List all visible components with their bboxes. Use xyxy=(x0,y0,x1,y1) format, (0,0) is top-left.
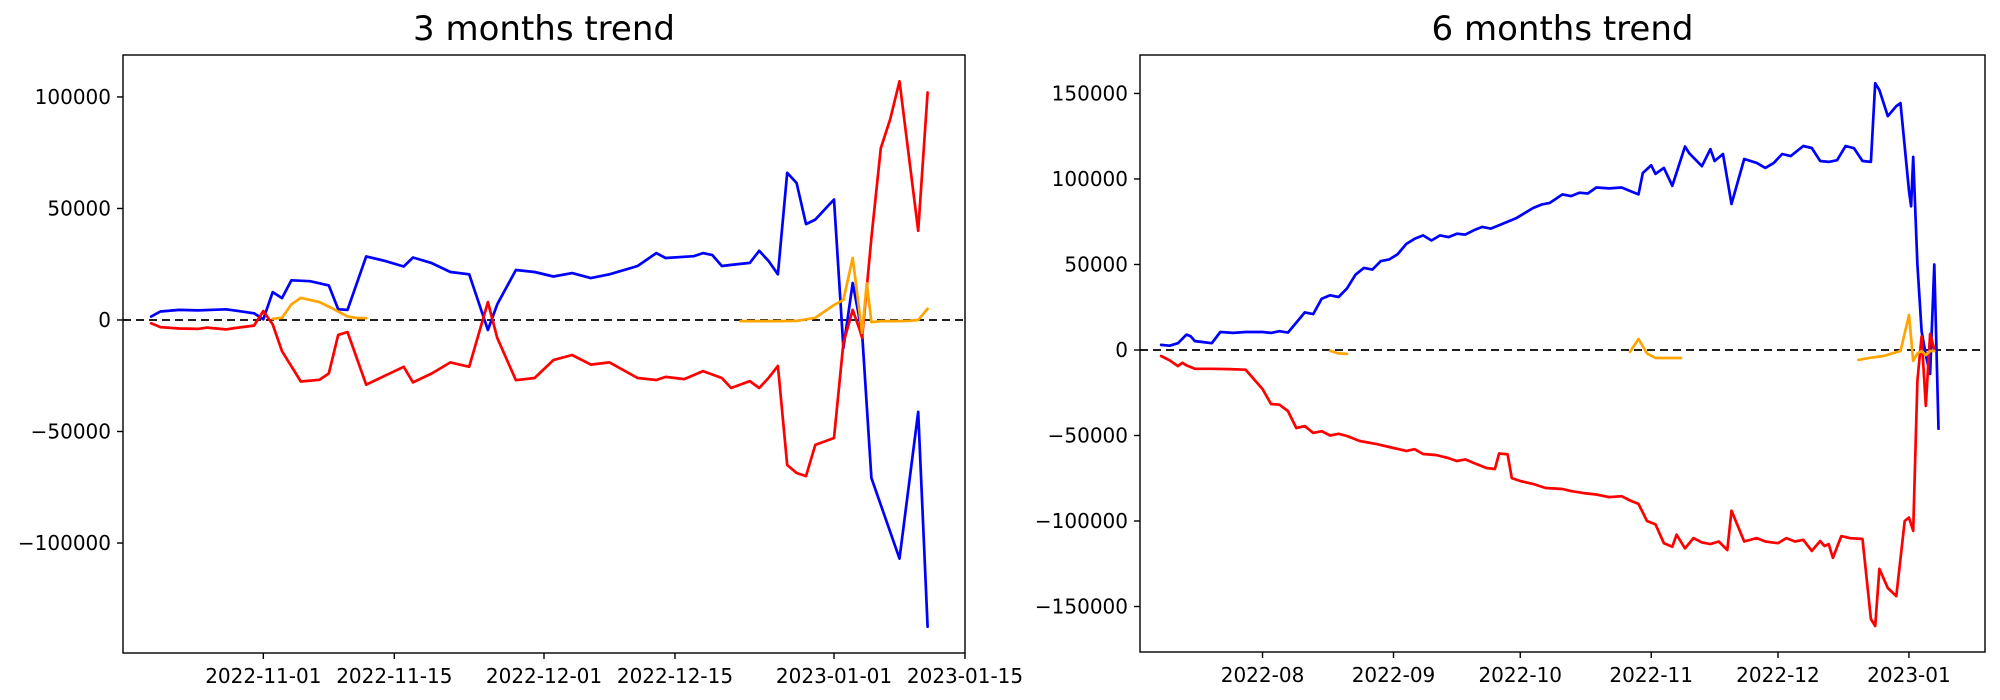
x-tick-label: 2022-12 xyxy=(1736,663,1820,687)
x-tick-label: 2022-08 xyxy=(1221,663,1305,687)
negative-trend-line xyxy=(1159,332,1936,628)
y-tick-label: 0 xyxy=(98,308,111,332)
neutral-trend-line xyxy=(739,256,929,335)
y-tick-label: 0 xyxy=(1115,338,1128,362)
y-tick-label: 150000 xyxy=(1052,81,1128,105)
neutral-trend-line xyxy=(1856,313,1936,363)
y-tick-label: −50000 xyxy=(1048,423,1128,447)
chart-3-months: 2022-11-01 2022-11-15 2022-12-01 2022-12-15… xyxy=(18,9,1023,688)
x-tick-label: 2022-11-01 xyxy=(205,664,321,688)
chart-6-months: 2022-08 2022-09 2022-10 2022-11 2022-12 2023-… xyxy=(1035,9,1986,687)
y-tick-label: 50000 xyxy=(1064,252,1128,276)
chart-title: 6 months trend xyxy=(1432,9,1694,49)
y-tick-label: −100000 xyxy=(1035,509,1128,533)
x-tick-label: 2022-10 xyxy=(1478,663,1562,687)
positive-trend-line xyxy=(1159,81,1940,431)
y-tick-label: 50000 xyxy=(47,196,111,220)
plot-frame xyxy=(1139,54,1986,653)
y-tick-label: −50000 xyxy=(31,420,111,444)
positive-trend-line xyxy=(149,171,929,629)
y-tick-label: 100000 xyxy=(35,85,111,109)
x-tick-label: 2022-12-15 xyxy=(617,664,733,688)
neutral-trend-line xyxy=(1328,349,1349,356)
x-tick-label: 2022-11 xyxy=(1609,663,1693,687)
negative-trend-line xyxy=(149,79,929,478)
neutral-trend-line xyxy=(1628,337,1683,360)
x-tick-label: 2022-12-01 xyxy=(486,664,602,688)
neutral-trend-line xyxy=(271,296,368,321)
y-tick-label: −100000 xyxy=(18,531,111,555)
x-tick-label: 2022-09 xyxy=(1352,663,1436,687)
x-tick-label: 2022-11-15 xyxy=(336,664,452,688)
plot-frame xyxy=(122,54,966,654)
x-tick-label: 2023-01 xyxy=(1867,663,1951,687)
x-tick-label: 2023-01-15 xyxy=(907,664,1023,688)
y-tick-label: 100000 xyxy=(1052,167,1128,191)
chart-title: 3 months trend xyxy=(413,9,675,49)
x-tick-label: 2023-01-01 xyxy=(776,664,892,688)
y-tick-label: −150000 xyxy=(1035,595,1128,619)
